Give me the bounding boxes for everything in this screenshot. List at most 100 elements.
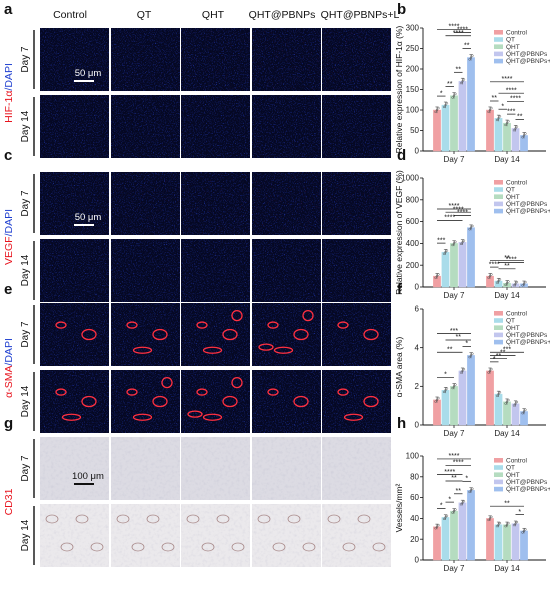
micrograph [111,437,180,500]
y-tick-label: 60 [410,493,419,502]
column-header: QHT@PBNPs [249,9,316,21]
data-point [471,54,474,57]
data-point [507,521,510,525]
legend-swatch [494,332,503,338]
significance-label: ** [456,488,462,495]
stain-secondary: /DAPI [3,63,15,90]
data-point [514,522,517,525]
stain-primary: α-SMA [3,366,15,398]
vessel-ring [267,321,279,329]
stain-label: HIF-1α/DAPI [3,63,15,123]
data-point [521,136,524,139]
bar [511,403,520,426]
vessel-profile [186,514,200,524]
significance-label: *** [503,346,511,353]
marker-signal [111,303,180,366]
day-label: Day 14 [20,110,31,142]
data-point [471,224,474,228]
marker-signal [252,303,321,366]
micrograph [181,28,250,91]
significance-label: **** [489,261,500,268]
marker-signal [111,239,180,302]
data-point [504,123,507,127]
data-point [452,242,456,245]
vessel-ring [363,395,379,408]
marker-signal [322,239,391,302]
data-point [469,489,473,492]
legend-label: QT [506,465,515,472]
vessel-profile [302,542,316,552]
data-point [521,284,524,287]
tissue-texture [252,437,321,500]
image-row-a: a HIF-1α/DAPI Day 7 Day 14 50 μm [3,1,391,158]
significance-label: * [444,372,447,379]
significance-label: * [518,509,521,516]
marker-signal [111,172,180,235]
marker-signal [252,370,321,433]
data-point [445,387,449,390]
data-point [521,412,524,415]
significance-label: * [448,496,451,503]
day-label: Day 14 [20,385,31,417]
data-point [515,125,519,128]
bar [486,109,494,152]
panel-letter: h [397,415,406,432]
day-label: Day 7 [20,46,31,73]
legend-swatch [494,194,503,199]
micrograph [181,95,250,158]
panel-letter: g [4,415,13,432]
vessel-ring [222,328,238,341]
data-point [498,278,502,281]
data-point [524,408,527,411]
x-tick-label: Day 14 [494,155,520,164]
data-point [497,279,500,283]
data-point [504,283,507,286]
x-tick-label: Day 7 [444,291,465,300]
legend-swatch [494,58,503,64]
vessel-ring [152,395,168,408]
y-tick-label: 1000 [401,174,419,183]
bar [458,370,467,426]
tissue-texture [111,437,180,500]
data-point [522,282,526,285]
data-point [454,240,457,243]
data-point [495,394,499,397]
data-point [468,490,471,493]
significance-label: **** [506,257,517,264]
day-label: Day 7 [20,190,31,217]
marker-signal [181,95,250,158]
data-point [524,132,527,135]
x-tick-label: Day 7 [444,564,465,573]
vessel-ring [187,410,203,418]
data-point [444,103,447,107]
data-point [454,508,457,511]
vessel-ring [55,321,67,329]
vessel-ring [161,376,173,389]
y-tick-label: 6 [415,305,420,314]
bar [458,242,467,288]
vessel-profile [272,542,286,552]
data-point [522,529,526,532]
significance-label: * [501,103,504,110]
data-point [462,500,466,503]
scale-bar-label: 100 μm [72,471,104,482]
legend-label: QT [506,318,515,325]
data-point [471,487,474,490]
bar [450,95,458,152]
bar [467,490,475,561]
micrograph [111,239,180,302]
significance-label: **** [444,469,455,476]
marker-signal [111,95,180,158]
marker-signal [322,95,391,158]
data-point [459,371,463,374]
data-point [452,510,456,513]
significance-label: ** [447,346,453,353]
significance-label: ** [456,67,462,74]
vessel-profile [357,514,371,524]
data-point [435,275,439,278]
day-label: Day 7 [20,321,31,348]
legend-swatch [494,458,503,463]
vessel-ring [337,388,349,396]
